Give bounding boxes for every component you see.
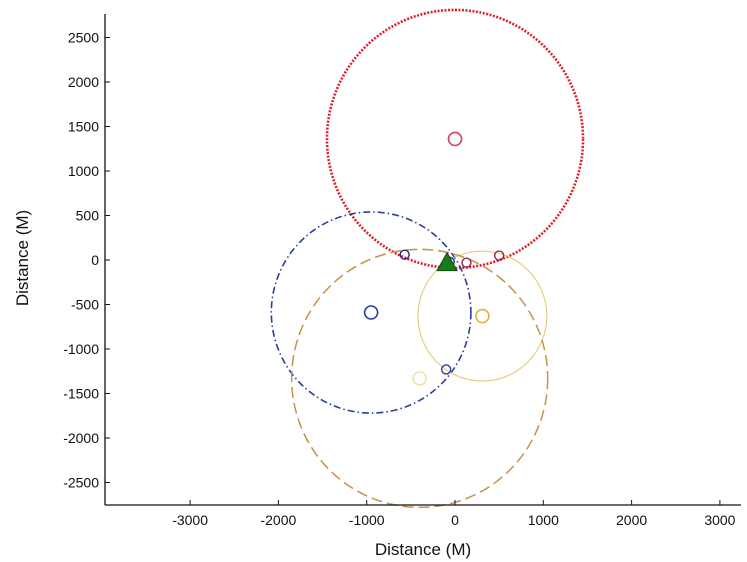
range-circle-3: [417, 250, 548, 382]
y-tick-label: 2000: [68, 74, 99, 90]
intersection-marker-4: [493, 250, 505, 261]
y-axis-title: Distance (M): [13, 210, 32, 306]
y-tick-label: -2500: [63, 475, 99, 491]
x-tick-label: -1000: [349, 512, 385, 528]
intersection-marker-3: [461, 257, 472, 268]
points-layer: [363, 131, 505, 386]
intersection-marker-2: [440, 364, 452, 375]
y-tick-label: -500: [71, 297, 99, 313]
circles-layer: [270, 8, 585, 509]
center-marker-4: [412, 371, 427, 386]
y-tick-label: -2000: [63, 430, 99, 446]
y-tick-label: 500: [76, 208, 100, 224]
y-tick-label: 1500: [68, 119, 99, 135]
estimate-triangle-marker: [436, 251, 458, 272]
ticks-layer: -3000 -2000 -1000 0 1000 2000 3000 2500 2000 1500…: [63, 30, 735, 529]
axes: [104, 14, 741, 506]
range-circle-4: [290, 248, 549, 509]
range-circle-2: [270, 211, 472, 414]
y-tick-label: 0: [91, 252, 99, 268]
y-tick-label: -1500: [63, 386, 99, 402]
center-marker-2: [363, 305, 379, 320]
x-tick-label: 0: [451, 512, 459, 528]
center-marker-3: [475, 308, 490, 324]
range-circle-1: [325, 8, 585, 270]
y-tick-label: 1000: [68, 163, 99, 179]
x-axis-title: Distance (M): [375, 540, 471, 559]
intersection-marker-1: [399, 249, 410, 260]
x-tick-label: -2000: [260, 512, 296, 528]
x-tick-label: 2000: [616, 512, 647, 528]
y-tick-label: -1000: [63, 341, 99, 357]
x-tick-label: 1000: [528, 512, 559, 528]
y-tick-label: 2500: [68, 30, 99, 46]
x-tick-label: -3000: [172, 512, 208, 528]
center-marker-1: [447, 131, 463, 147]
x-tick-label: 3000: [704, 512, 735, 528]
